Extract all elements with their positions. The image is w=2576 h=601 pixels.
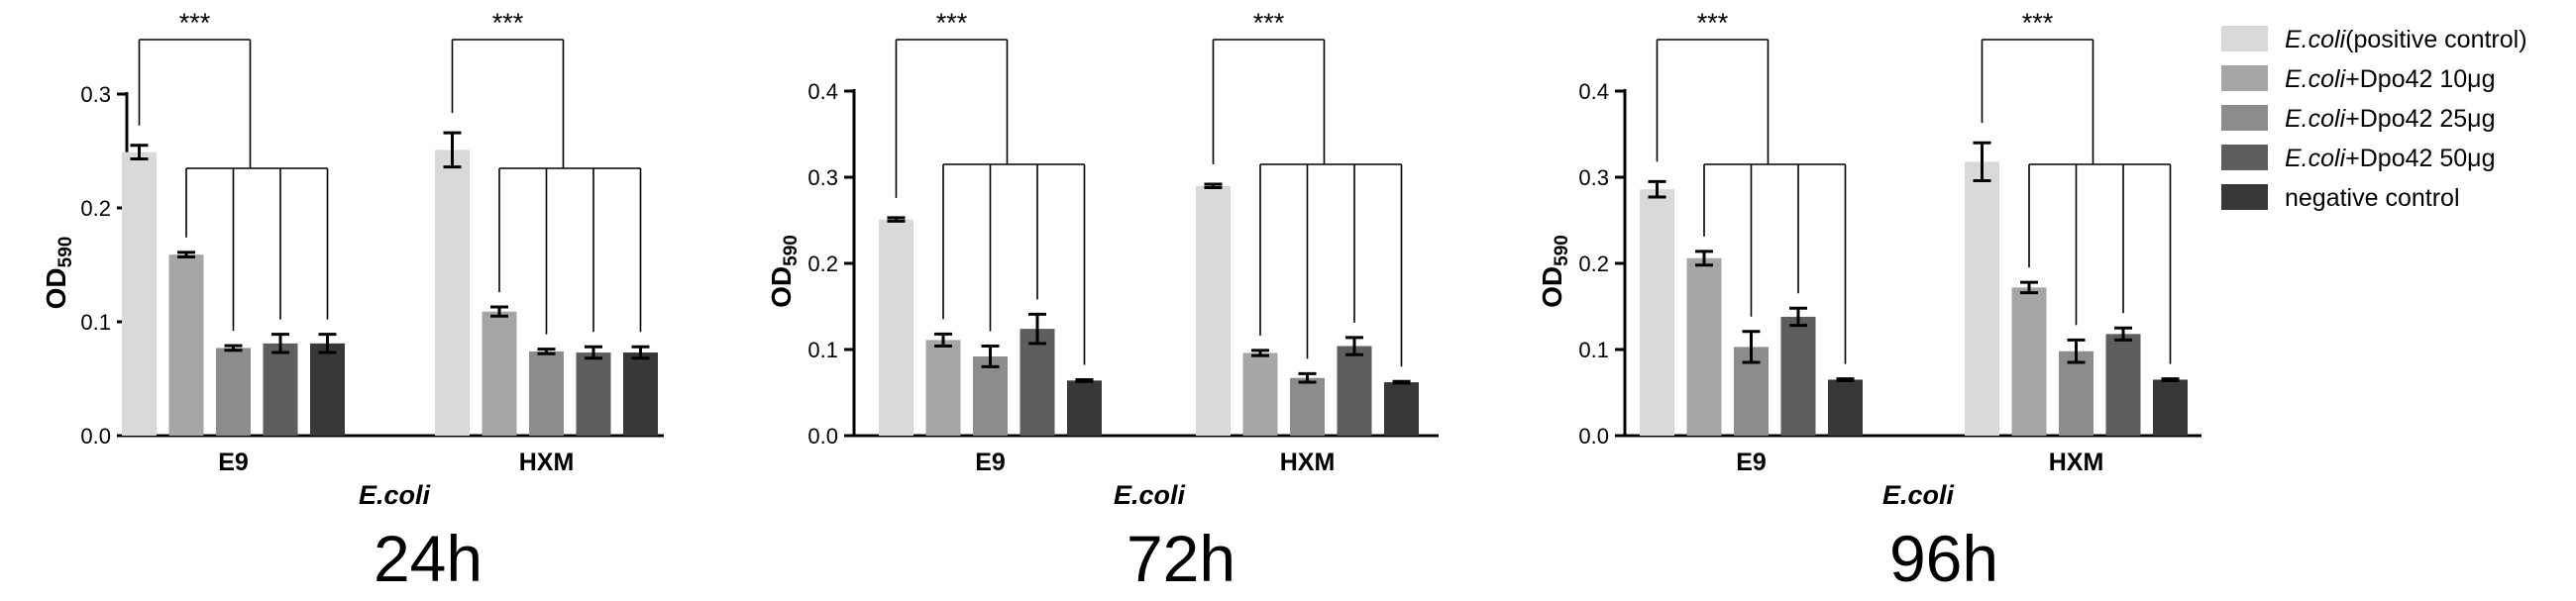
y-tick-label: 0.0: [80, 424, 111, 449]
bar: [2105, 334, 2141, 436]
category-label: E9: [1736, 449, 1767, 476]
legend-label: E.coli+Dpo42 25μg: [2285, 105, 2495, 133]
y-tick-label: 0.4: [807, 79, 838, 104]
bar: [2011, 287, 2047, 436]
bar: [122, 151, 157, 436]
legend-swatch: [2221, 105, 2268, 131]
legend-label: E.coli(positive control): [2285, 26, 2527, 53]
bar: [1965, 161, 1999, 436]
bar: [973, 355, 1008, 436]
y-tick-label: 0.3: [1578, 165, 1609, 190]
category-label: HXM: [1280, 449, 1336, 476]
bar: [1686, 257, 1722, 436]
bar: [925, 340, 961, 436]
legend-swatch: [2221, 145, 2268, 170]
y-tick-label: 0.0: [807, 424, 838, 449]
category-label: E9: [975, 449, 1006, 476]
y-tick-label: 0.1: [807, 338, 838, 362]
bar: [2059, 351, 2093, 436]
significance-stars: ***: [1253, 8, 1285, 38]
y-tick-label: 0.3: [80, 82, 111, 107]
significance-stars: ***: [2022, 8, 2054, 38]
bar: [1337, 346, 1372, 436]
category-label: HXM: [2049, 449, 2104, 476]
legend-label: E.coli+Dpo42 50μg: [2285, 145, 2495, 172]
y-axis-label: OD590: [766, 235, 802, 308]
bar: [1020, 329, 1055, 436]
bar: [263, 343, 298, 436]
legend-swatch: [2221, 65, 2268, 91]
legend-label: E.coli+Dpo42 10μg: [2285, 65, 2495, 93]
y-tick-label: 0.1: [80, 310, 111, 335]
y-tick-label: 0.2: [1578, 251, 1609, 276]
y-tick-label: 0.1: [1578, 338, 1609, 362]
y-axis-label: OD590: [41, 237, 76, 310]
bar: [168, 254, 204, 436]
significance-stars: ***: [492, 8, 524, 38]
chart-panel-72h: 0.0 0.1 0.2 0.3 0.4 OD590 E9 *** HXM *** E.coli 72h: [766, 8, 1439, 595]
bar: [216, 348, 251, 436]
significance-stars: ***: [936, 8, 968, 38]
legend-swatch: [2221, 26, 2268, 51]
y-tick-label: 0.2: [807, 251, 838, 276]
bar: [576, 352, 611, 436]
category-label: HXM: [519, 449, 575, 476]
panel-caption: 96h: [1889, 522, 1998, 595]
bar: [879, 219, 913, 436]
bar: [529, 351, 564, 436]
y-tick-label: 0.0: [1578, 424, 1609, 449]
legend-label: negative control: [2285, 184, 2460, 212]
bar: [435, 150, 470, 436]
legend-swatch: [2221, 184, 2268, 210]
y-tick-label: 0.2: [80, 196, 111, 221]
significance-stars: ***: [1697, 8, 1729, 38]
y-tick-label: 0.4: [1578, 79, 1609, 104]
category-label: E9: [218, 449, 249, 476]
bar: [1196, 185, 1231, 436]
chart-panel-96h: 0.0 0.1 0.2 0.3 0.4 OD590 E9 *** HXM *** E.coli 96h: [1537, 8, 2201, 595]
panel-caption: 72h: [1127, 522, 1235, 595]
x-axis-label: E.coli: [1882, 480, 1955, 510]
bar: [623, 352, 658, 436]
bar: [482, 311, 517, 436]
bar: [310, 343, 345, 436]
x-axis-label: E.coli: [1114, 480, 1186, 510]
bar: [1828, 379, 1863, 436]
y-axis-label: OD590: [1537, 235, 1572, 308]
bar: [1067, 380, 1102, 436]
significance-stars: ***: [179, 8, 211, 38]
bar: [1384, 382, 1419, 436]
bar: [2153, 379, 2188, 436]
x-axis-label: E.coli: [359, 480, 431, 510]
bar: [1780, 316, 1816, 436]
bar: [1640, 189, 1674, 436]
bar: [1290, 377, 1325, 436]
bar: [1242, 352, 1278, 436]
panel-caption: 24h: [374, 522, 483, 595]
chart-panel-24h: 0.0 0.1 0.2 0.3 OD590 E9 *** HXM *** E.coli 24h: [41, 8, 664, 595]
y-tick-label: 0.3: [807, 165, 838, 190]
legend: E.coli(positive control) E.coli+Dpo42 10μ…: [2221, 26, 2527, 212]
